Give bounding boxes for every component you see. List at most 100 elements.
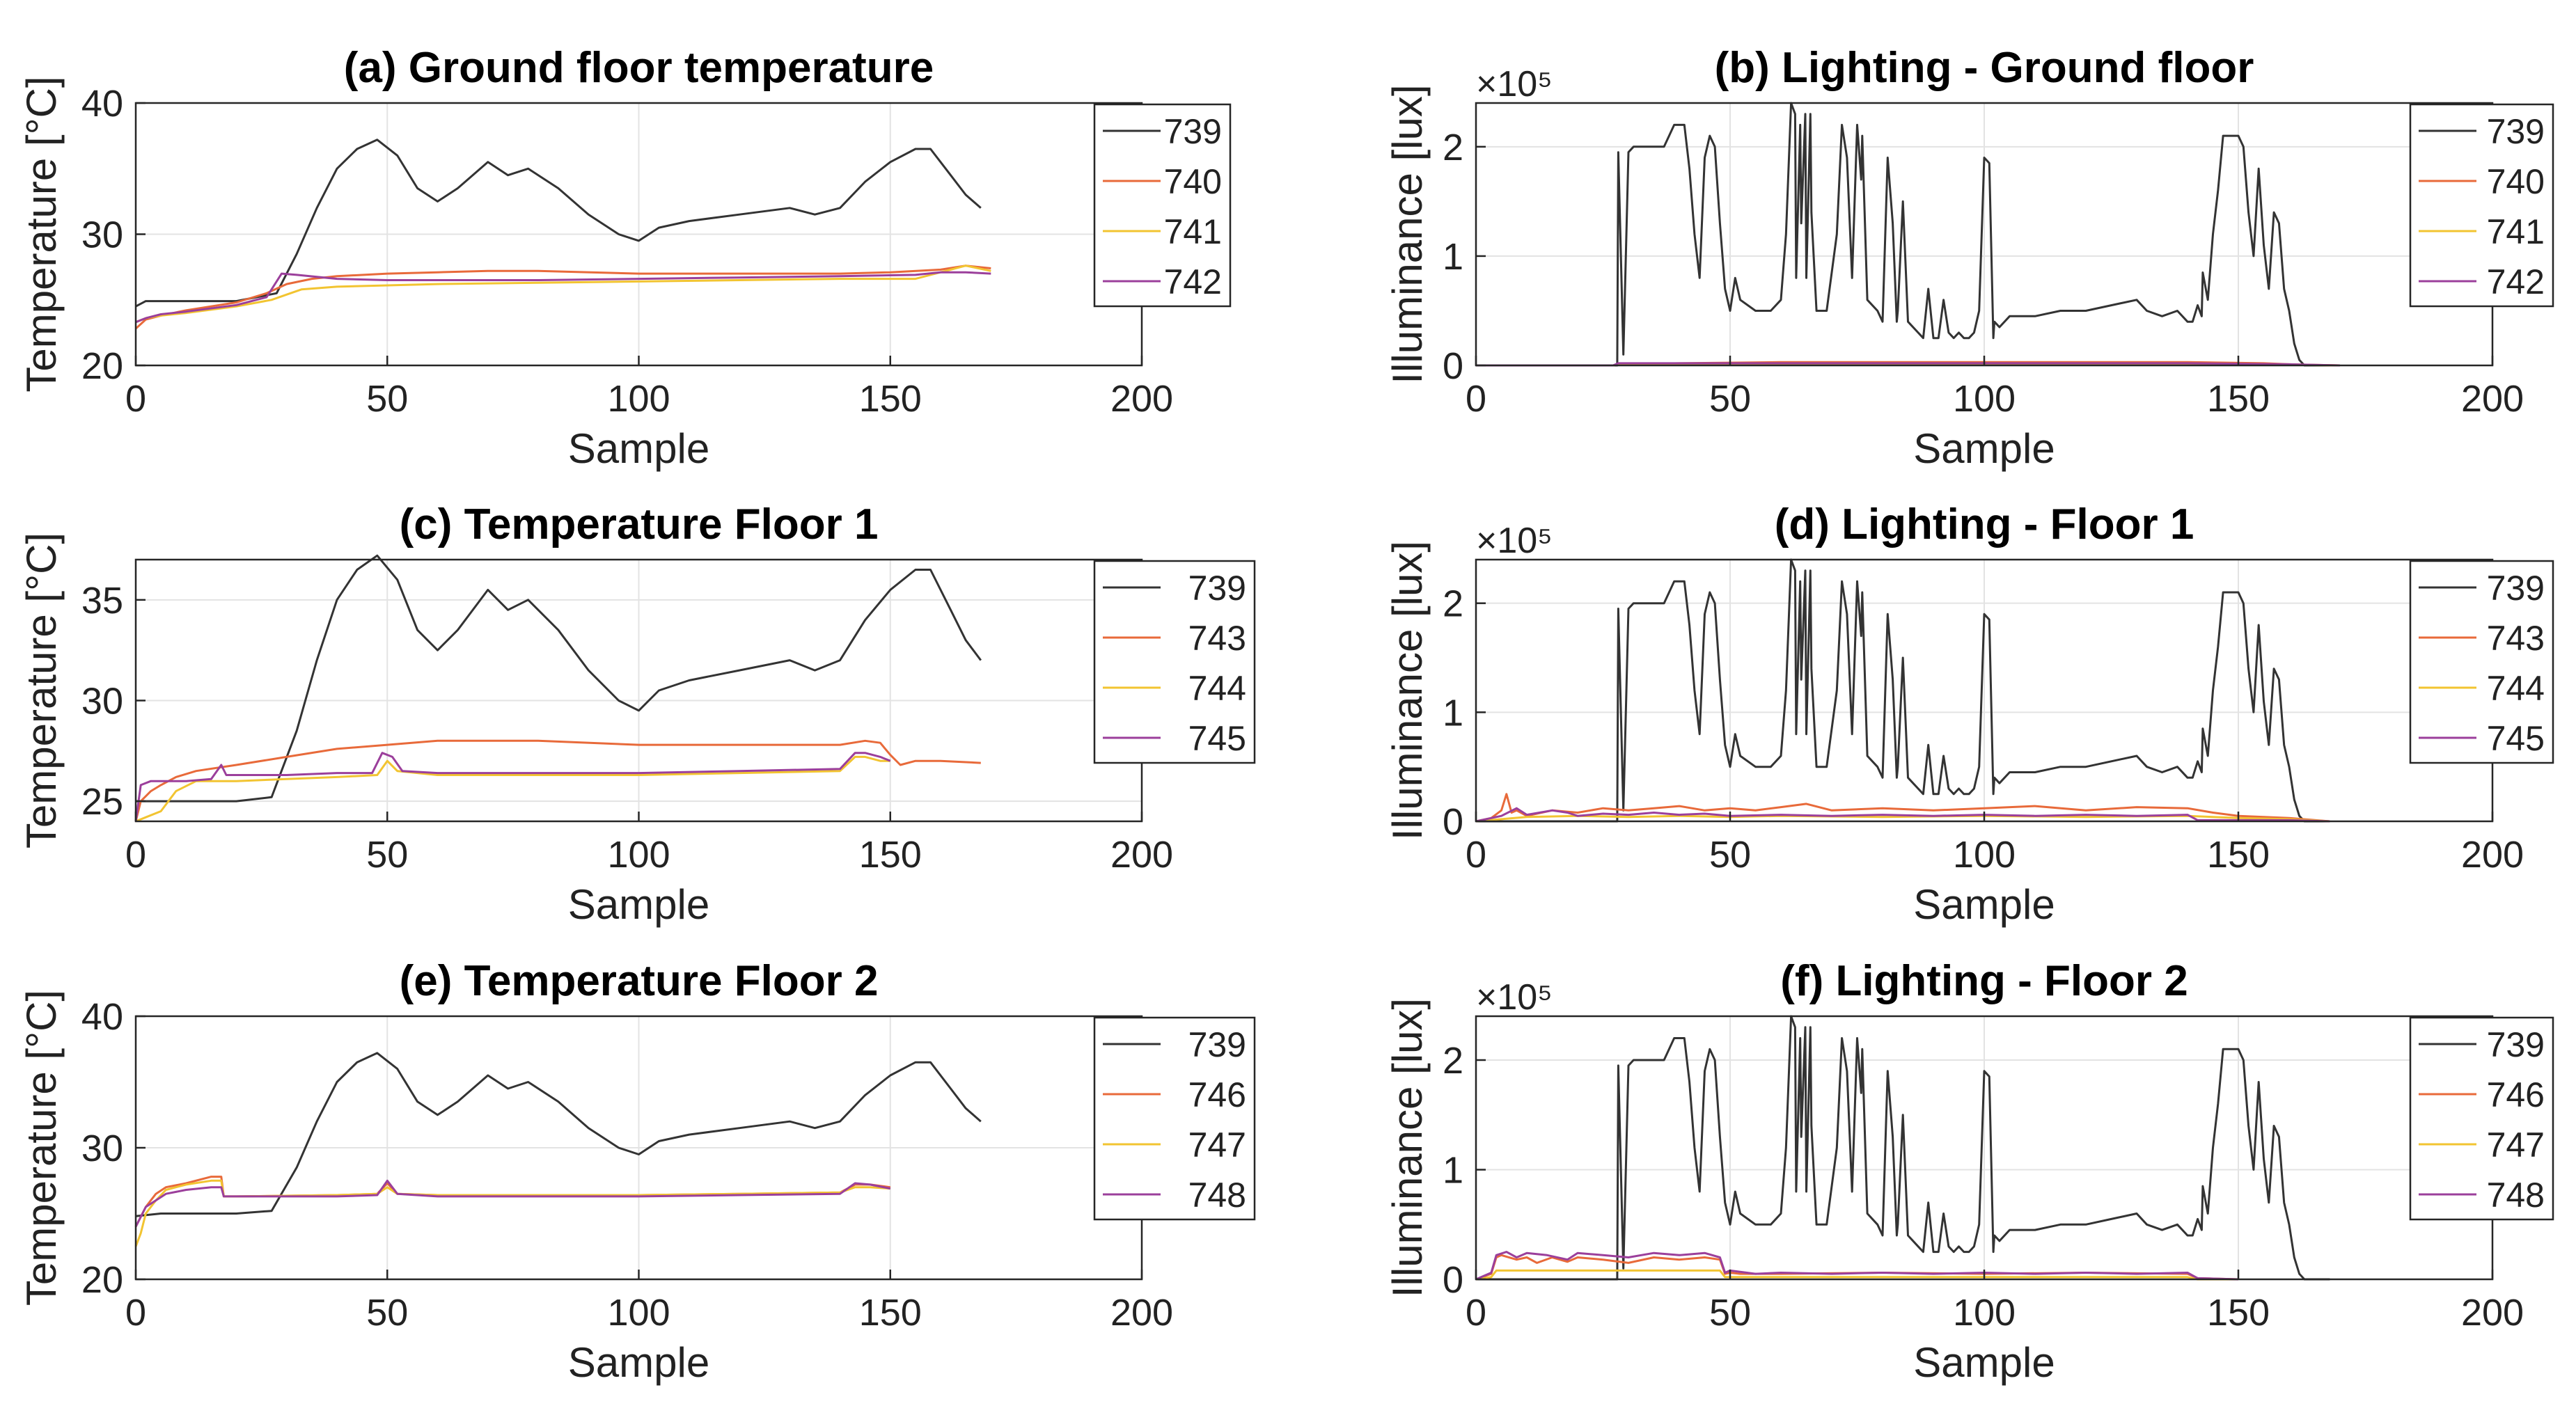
y-tick-label: 0 [1443, 801, 1463, 843]
series-line-745 [134, 752, 891, 822]
y-tick-label: 40 [81, 83, 123, 125]
x-tick-label: 50 [366, 834, 408, 876]
series-line-739 [1476, 558, 2330, 823]
legend-entry-746: 746 [1188, 1075, 1246, 1114]
y-tick-label: 1 [1443, 692, 1463, 734]
legend-entry-740: 740 [2487, 162, 2545, 201]
x-tick-label: 0 [125, 378, 146, 420]
y-tick-label: 2 [1443, 127, 1463, 168]
y-tick-label: 30 [81, 680, 123, 722]
legend-entry-743: 743 [2487, 619, 2545, 658]
chart-a: 0 50 100 150 200 20 30 40 (a) Ground floor tempe… [18, 44, 1232, 472]
series-line-745 [1475, 807, 2330, 823]
y-axis-label: Temperature [°C] [18, 532, 65, 848]
series-line-743 [1475, 793, 2330, 823]
x-tick-label: 150 [2207, 378, 2270, 420]
series-line-739 [135, 139, 982, 308]
x-axis-label: Sample [568, 425, 709, 472]
y-tick-label: 35 [81, 580, 123, 622]
y-tick-label: 2 [1443, 1040, 1463, 1082]
x-tick-label: 200 [1110, 1292, 1173, 1334]
series-line-739 [136, 554, 982, 803]
chart-title: (a) Ground floor temperature [344, 44, 934, 92]
x-tick-label: 200 [2461, 378, 2524, 420]
y-axis-label: Temperature [°C] [18, 76, 65, 392]
x-tick-label: 150 [859, 378, 922, 420]
series-line-739 [1476, 1015, 2330, 1281]
x-tick-label: 100 [1953, 1292, 2016, 1334]
x-tick-label: 200 [1110, 834, 1173, 876]
chart-d: 0 50 100 150 200 0 1 2 ×10⁵ (d) Lighting - Floor … [1384, 500, 2554, 928]
legend-entry-739: 739 [2487, 569, 2545, 608]
legend-entry-741: 741 [2487, 212, 2545, 251]
y-tick-label: 20 [81, 345, 123, 387]
legend-entry-741: 741 [1164, 212, 1222, 251]
y-tick-label: 1 [1443, 1150, 1463, 1192]
x-tick-label: 50 [1709, 378, 1751, 420]
y-axis-label: Illuminance [lux] [1384, 84, 1431, 384]
chart-title: (c) Temperature Floor 1 [400, 500, 879, 548]
legend-entry-739: 739 [2487, 1025, 2545, 1064]
x-tick-label: 100 [1953, 378, 2016, 420]
legend-entry-747: 747 [2487, 1125, 2545, 1164]
chart-title: (e) Temperature Floor 2 [400, 957, 879, 1005]
legend: 739 740 741 742 [1093, 103, 1232, 308]
chart-b: 0 50 100 150 200 0 1 2 ×10⁵ (b) Lighting - Ground… [1384, 44, 2554, 472]
y-exponent-label: ×10⁵ [1476, 977, 1553, 1018]
y-tick-label: 30 [81, 214, 123, 256]
y-tick-label: 20 [81, 1259, 123, 1301]
chart-e: 0 50 100 150 200 20 30 40 (e) Temperature Floor … [18, 957, 1256, 1386]
series-line-741 [135, 264, 991, 324]
chart-f: 0 50 100 150 200 0 1 2 ×10⁵ (f) Lighting - Floor … [1384, 957, 2554, 1386]
chart-title: (d) Lighting - Floor 1 [1775, 500, 2194, 548]
series-line-747 [134, 1179, 890, 1247]
y-tick-label: 30 [81, 1128, 123, 1169]
legend: 739 740 741 742 [2409, 103, 2554, 308]
chart-title: (b) Lighting - Ground floor [1715, 44, 2254, 92]
x-tick-label: 150 [859, 834, 922, 876]
legend-entry-746: 746 [2487, 1075, 2545, 1114]
series-line-748 [134, 1179, 891, 1228]
legend-entry-739: 739 [1188, 1025, 1246, 1064]
legend: 739 746 747 748 [1093, 1016, 1256, 1221]
legend-entry-748: 748 [1188, 1176, 1246, 1215]
x-axis-label: Sample [568, 881, 709, 928]
y-exponent-label: ×10⁵ [1476, 64, 1553, 104]
x-tick-label: 100 [1953, 834, 2016, 876]
series-line-739 [1476, 102, 2330, 367]
legend-entry-745: 745 [1188, 719, 1246, 758]
x-tick-label: 100 [607, 378, 670, 420]
chart-c: 0 50 100 150 200 25 30 35 (c) Temperature Floor … [18, 500, 1256, 928]
x-tick-label: 150 [2207, 1292, 2270, 1334]
y-axis-label: Temperature [°C] [18, 990, 65, 1306]
series-line-748 [1475, 1251, 2239, 1281]
y-tick-label: 0 [1443, 345, 1463, 387]
legend-entry-747: 747 [1188, 1125, 1246, 1164]
legend-box [2409, 1016, 2554, 1221]
series-line-744 [135, 755, 890, 823]
legend-box [1093, 1016, 1256, 1221]
x-tick-label: 0 [1466, 1292, 1486, 1334]
x-tick-label: 0 [1466, 378, 1486, 420]
series-line-740 [134, 264, 991, 330]
y-exponent-label: ×10⁵ [1476, 521, 1553, 561]
y-tick-label: 0 [1443, 1259, 1463, 1301]
x-tick-label: 200 [2461, 834, 2524, 876]
series-line-744 [1475, 814, 2330, 823]
legend-entry-744: 744 [2487, 669, 2545, 708]
x-tick-label: 50 [366, 1292, 408, 1334]
legend: 739 743 744 745 [2409, 560, 2554, 764]
x-tick-label: 150 [859, 1292, 922, 1334]
x-tick-label: 100 [607, 834, 670, 876]
x-tick-label: 50 [366, 378, 408, 420]
legend-box [1093, 103, 1232, 308]
legend-box [1093, 560, 1256, 764]
legend-entry-745: 745 [2487, 719, 2545, 758]
legend-box [2409, 560, 2554, 764]
x-tick-label: 0 [125, 834, 146, 876]
series-line-742 [135, 271, 991, 324]
chart-title: (f) Lighting - Floor 2 [1780, 957, 2188, 1005]
legend: 739 743 744 745 [1093, 560, 1256, 764]
legend-entry-739: 739 [1188, 569, 1246, 608]
